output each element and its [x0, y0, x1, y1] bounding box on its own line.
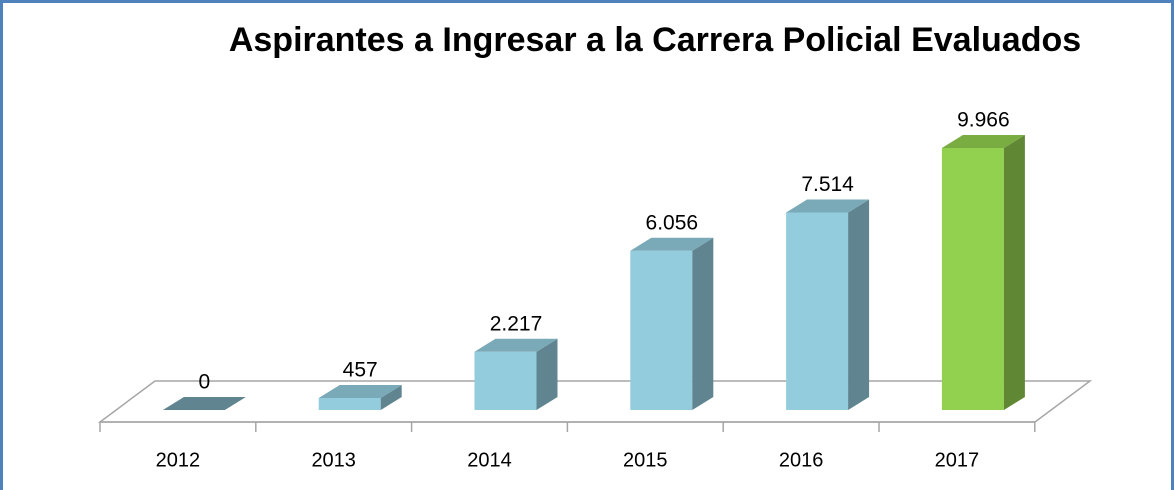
bar [474, 338, 558, 410]
bar-side [536, 338, 558, 410]
bar [318, 384, 402, 410]
chart-title: Aspirantes a Ingresar a la Carrera Polic… [229, 21, 1081, 59]
bar [786, 199, 870, 410]
bar [941, 135, 1025, 410]
bar [630, 237, 714, 410]
bar-front [474, 351, 537, 410]
bar-front [318, 397, 381, 410]
value-label: 7.514 [801, 173, 854, 196]
bar [162, 397, 246, 410]
bar-side [848, 199, 870, 410]
bar-top [162, 397, 246, 410]
bar-side [692, 237, 714, 410]
bar-front [630, 250, 693, 410]
x-tick-label: 2014 [467, 449, 512, 471]
value-label: 6.056 [646, 211, 699, 234]
bar-front [786, 212, 849, 410]
value-label: 2.217 [490, 312, 543, 335]
bar-side [1003, 135, 1025, 410]
value-label: 9.966 [957, 109, 1010, 132]
value-label: 0 [199, 371, 211, 394]
bar-top [630, 237, 714, 251]
value-label: 457 [343, 359, 378, 382]
x-tick-label: 2012 [156, 449, 201, 471]
bar-top [941, 135, 1025, 148]
floor [97, 380, 1093, 423]
x-tick-label: 2016 [779, 449, 824, 471]
x-tick-label: 2013 [311, 449, 356, 471]
x-tick-label: 2015 [623, 449, 668, 471]
x-tick-label: 2017 [935, 449, 980, 471]
bar-front [941, 148, 1004, 410]
bar-top [786, 199, 870, 213]
bar-side [380, 384, 402, 410]
bar-top [474, 338, 558, 352]
bar-top [318, 384, 402, 398]
